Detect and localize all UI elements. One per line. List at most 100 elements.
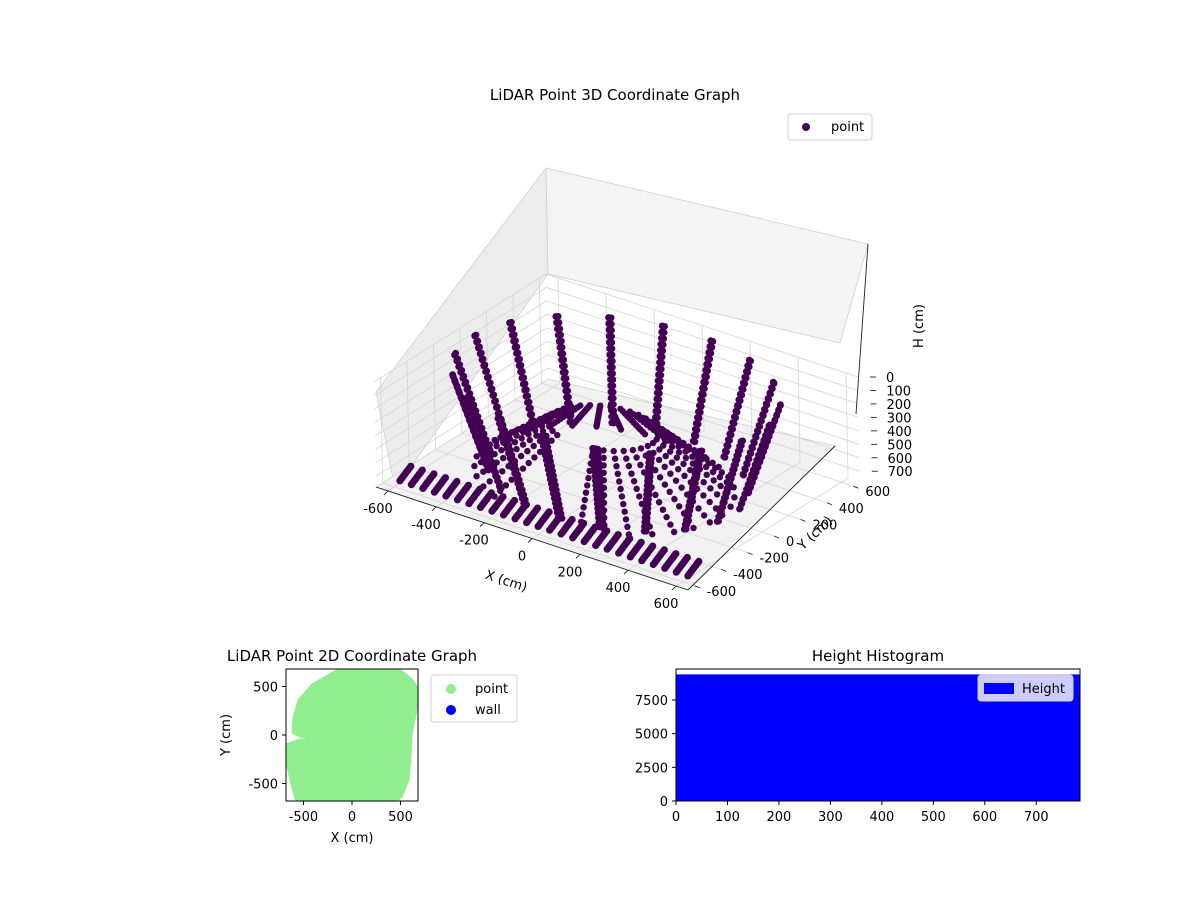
- point-marker: [652, 491, 659, 498]
- point-marker: [476, 343, 483, 351]
- point-marker: [517, 361, 525, 369]
- point-marker: [700, 512, 708, 519]
- x-tick-label-2d: 0: [348, 810, 356, 825]
- point-marker: [621, 508, 628, 515]
- point-marker: [687, 466, 694, 474]
- point-marker: [511, 458, 519, 465]
- point-marker: [670, 528, 678, 536]
- point-marker: [480, 444, 487, 451]
- point-marker: [611, 455, 619, 462]
- grid-line: [375, 340, 860, 450]
- grid-line: [375, 354, 860, 464]
- point-marker: [680, 460, 687, 468]
- point-marker: [662, 452, 669, 460]
- legend-3d-label-point: point: [831, 120, 864, 135]
- pane-y-back: [545, 167, 869, 344]
- point-marker: [773, 412, 780, 420]
- point-marker: [554, 313, 562, 320]
- point-marker: [508, 318, 515, 326]
- point-marker: [506, 450, 513, 457]
- point-marker: [683, 553, 691, 562]
- legend-2d-label-wall: wall: [475, 703, 501, 718]
- point-marker: [644, 476, 652, 484]
- point-marker: [533, 504, 542, 512]
- point-marker: [499, 468, 506, 475]
- point-marker: [586, 467, 593, 474]
- grid-line: [433, 344, 436, 450]
- point-marker: [721, 454, 729, 461]
- grid-line: [374, 313, 859, 423]
- point-marker: [756, 458, 764, 466]
- point-marker: [698, 397, 706, 404]
- point-marker: [522, 500, 530, 508]
- histogram-title: Height Histogram: [812, 647, 944, 665]
- point-marker: [656, 383, 664, 391]
- point-marker: [528, 411, 536, 418]
- point-marker: [519, 441, 527, 448]
- point-marker: [726, 437, 733, 444]
- point-marker: [743, 460, 751, 468]
- point-marker: [767, 427, 775, 435]
- point-marker: [633, 454, 640, 461]
- point-marker: [536, 448, 544, 456]
- point-marker: [676, 503, 683, 510]
- point-marker: [497, 487, 504, 495]
- point-marker: [708, 343, 716, 351]
- point-marker: [718, 469, 725, 476]
- chart-2d-title: LiDAR Point 2D Coordinate Graph: [227, 647, 477, 665]
- point-marker: [620, 447, 627, 455]
- point-marker: [473, 420, 481, 427]
- point-marker: [666, 488, 673, 495]
- h-axis-label-3d: H (cm): [912, 304, 927, 348]
- point-marker: [582, 489, 590, 496]
- point-marker: [659, 506, 667, 513]
- point-marker: [759, 412, 767, 420]
- point-marker: [461, 404, 469, 412]
- point-marker: [500, 454, 507, 462]
- point-marker: [533, 432, 540, 439]
- point-marker: [614, 470, 621, 477]
- point-marker: [486, 464, 494, 471]
- y-tick-label-histogram: 2500: [635, 761, 668, 776]
- point-marker: [628, 470, 635, 477]
- point-marker: [654, 414, 661, 422]
- point-marker: [520, 428, 527, 436]
- y-tick-label-histogram: 7500: [635, 694, 668, 709]
- point-marker: [608, 339, 616, 346]
- grid-line: [538, 278, 542, 384]
- x-tick-label-histogram: 400: [869, 810, 894, 825]
- point-marker: [724, 488, 731, 495]
- point-marker: [681, 472, 688, 479]
- point-marker: [750, 439, 758, 447]
- point-marker: [652, 466, 659, 474]
- point-marker: [558, 344, 566, 351]
- point-marker: [554, 431, 561, 439]
- point-marker: [536, 437, 544, 445]
- y-tick-3d: [720, 568, 727, 572]
- point-marker: [763, 438, 771, 445]
- ticks-2d: -500 0 500 -500 0 500: [248, 680, 412, 825]
- point-marker: [740, 471, 747, 479]
- legend-2d: point wall: [430, 674, 518, 723]
- point-marker: [659, 341, 667, 349]
- point-marker: [516, 355, 523, 363]
- point-marker: [600, 484, 608, 491]
- legend-2d-label-point: point: [475, 682, 508, 697]
- h-axis-line: [855, 243, 869, 415]
- point-marker: [678, 484, 685, 491]
- point-marker: [758, 453, 766, 461]
- point-marker: [581, 496, 588, 504]
- point-marker: [476, 485, 484, 493]
- point-marker: [694, 420, 702, 428]
- point-marker: [525, 431, 532, 438]
- x-tick-label-3d: 600: [654, 597, 679, 612]
- point-marker: [608, 345, 616, 353]
- point-marker: [471, 431, 479, 439]
- point-marker: [704, 367, 711, 375]
- point-marker: [664, 437, 671, 444]
- point-marker: [703, 373, 710, 381]
- point-marker: [475, 425, 482, 433]
- point-marker: [736, 397, 744, 405]
- point-marker: [727, 431, 735, 439]
- grid-line: [382, 482, 695, 587]
